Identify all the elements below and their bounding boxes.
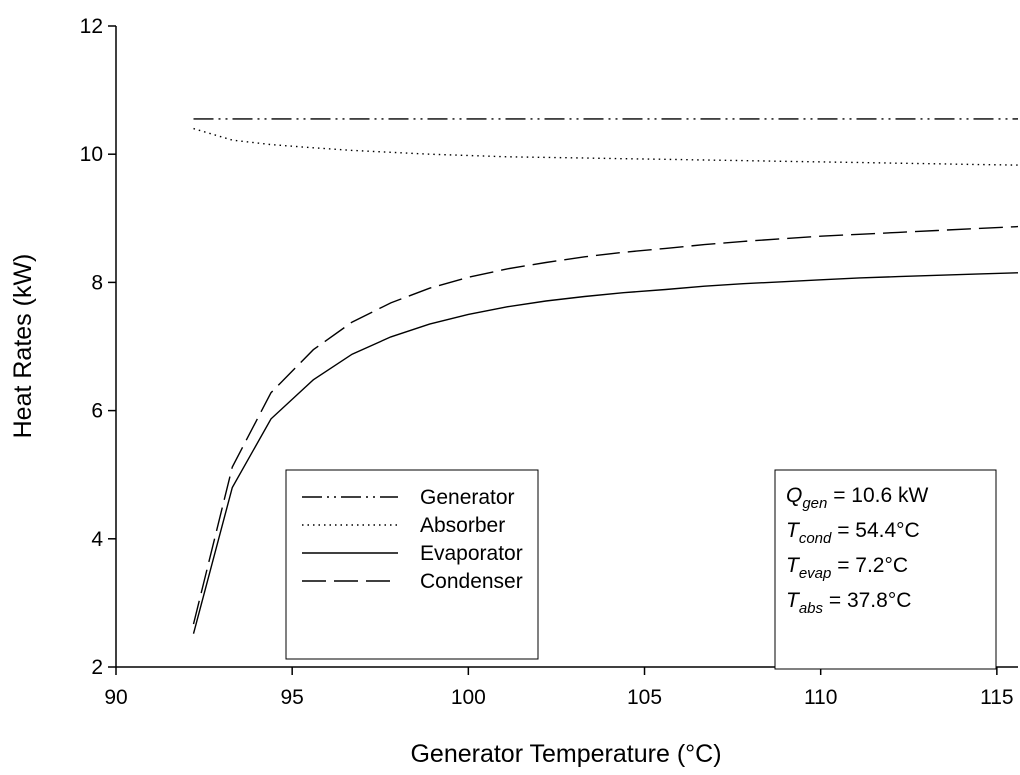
series-layer [192, 118, 1019, 634]
series-line-absorber [193, 127, 1019, 166]
x-tick-label: 105 [627, 686, 662, 709]
x-tick-label: 95 [280, 686, 303, 709]
y-tick-label: 2 [91, 656, 103, 679]
x-tick-label: 110 [804, 686, 837, 709]
y-ticks: 2 4 6 8 10 12 [80, 15, 116, 679]
x-axis-label: Generator Temperature (°C) [410, 740, 721, 768]
series-line-evaporator [192, 272, 1019, 634]
legend-label-condenser: Condenser [420, 570, 523, 593]
condition-gen: Qgen = 10.6 kW [786, 484, 929, 512]
legend: Generator Absorber Evaporator Condenser [285, 469, 539, 660]
y-tick-label: 10 [80, 143, 103, 166]
condition-abs: Tabs = 37.8°C [786, 589, 911, 617]
conditions-box-frame [774, 469, 997, 670]
y-tick-label: 8 [91, 271, 103, 294]
y-tick-label: 12 [80, 15, 103, 38]
x-tick-label: 90 [104, 686, 127, 709]
condition-evap: Tevap = 7.2°C [786, 554, 908, 582]
y-tick-label: 4 [91, 528, 103, 551]
legend-box [285, 469, 539, 660]
conditions-box: Qgen = 10.6 kW Tcond = 54.4°C Tevap = 7.2°… [774, 469, 997, 670]
legend-label-absorber: Absorber [420, 514, 505, 537]
x-tick-label: 100 [451, 686, 486, 709]
legend-label-generator: Generator [420, 486, 515, 509]
series-line-condenser [192, 225, 1019, 625]
x-tick-label: 115 [980, 686, 1013, 709]
x-ticks: 90 95 100 105 110 115 [104, 667, 1014, 709]
y-tick-label: 6 [91, 400, 103, 423]
condition-cond: Tcond = 54.4°C [786, 519, 920, 547]
legend-label-evaporator: Evaporator [420, 542, 523, 565]
y-axis-label: Heat Rates (kW) [9, 254, 37, 439]
